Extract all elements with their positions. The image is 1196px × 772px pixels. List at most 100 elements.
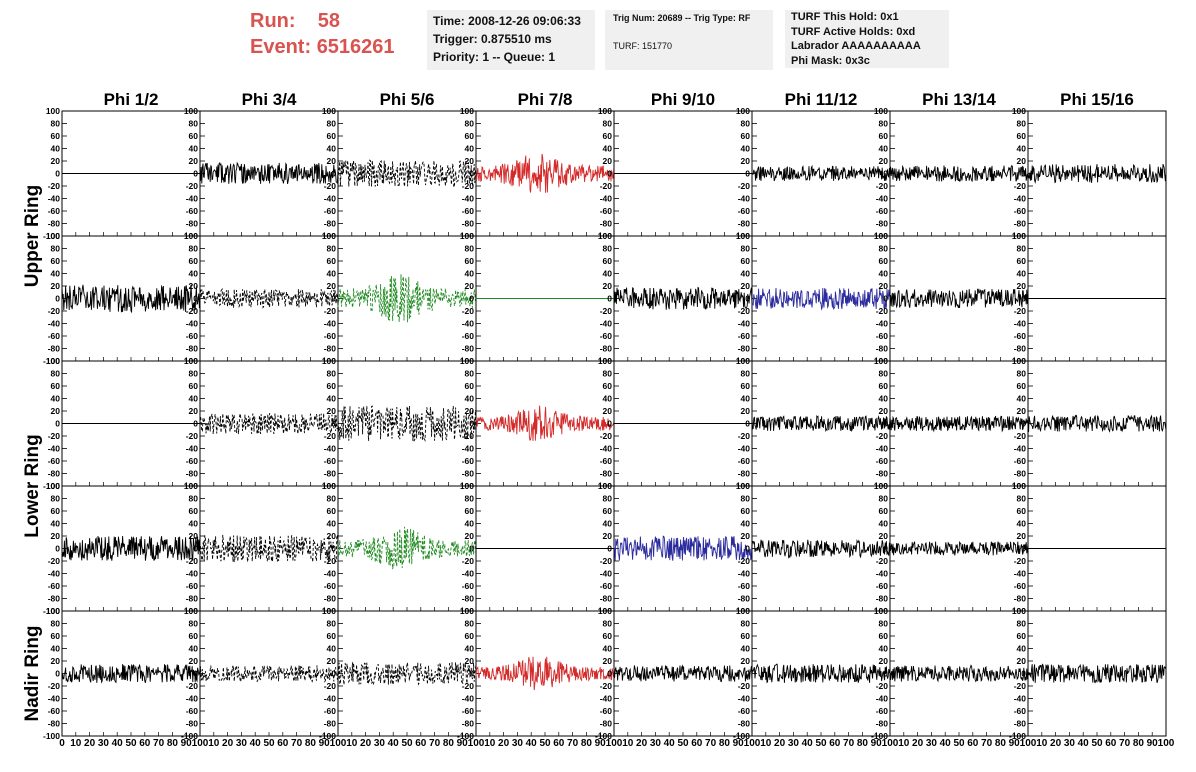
- x-tick-label-c5: 10: [622, 738, 634, 749]
- x-tick-label-c8: 40: [1078, 738, 1090, 749]
- y-tick-label-r4-c4: -80: [462, 594, 475, 604]
- y-tick-label-r1-c4: -40: [462, 194, 475, 204]
- y-tick-label-r4-c8: 40: [1017, 519, 1027, 529]
- y-tick-label-r2-c8: -20: [1014, 306, 1027, 316]
- run-label: Run:: [250, 10, 296, 32]
- y-tick-label-r3-c1: -100: [43, 481, 60, 491]
- y-tick-label-r1-c6: 80: [741, 119, 751, 129]
- y-tick-label-r1-c6: -40: [738, 194, 751, 204]
- waveform-r2-c7: [889, 288, 1029, 309]
- x-tick-label-c6: 10: [760, 738, 772, 749]
- x-tick-label-c3: 20: [360, 738, 372, 749]
- y-tick-label-r1-c7: -80: [876, 219, 889, 229]
- y-tick-label-r2-c2: -80: [186, 344, 199, 354]
- waveform-r4-c3: [337, 526, 477, 570]
- y-tick-label-r3-c2: -20: [186, 431, 199, 441]
- x-tick-label-c2: 70: [291, 738, 303, 749]
- y-tick-label-r1-c2: 20: [189, 156, 199, 166]
- x-tick-label-c8: 100: [1158, 738, 1175, 749]
- y-tick-label-r1-c5: -40: [600, 194, 613, 204]
- y-tick-label-r5-c8: -60: [1014, 706, 1027, 716]
- y-tick-label-r5-c7: 80: [879, 619, 889, 629]
- event-value: 6516261: [316, 36, 395, 58]
- y-tick-label-r4-c2: 0: [193, 544, 198, 554]
- y-tick-label-r5-c1: -80: [48, 719, 61, 729]
- y-tick-label-r1-c1: 100: [46, 106, 60, 116]
- y-tick-label-r5-c6: -100: [733, 731, 750, 741]
- y-tick-label-r5-c6: 100: [736, 606, 750, 616]
- y-tick-label-r1-c3: -40: [324, 194, 337, 204]
- y-tick-label-r1-c6: 60: [741, 131, 751, 141]
- x-tick-label-c2: 30: [236, 738, 248, 749]
- y-tick-label-r4-c1: 100: [46, 481, 60, 491]
- waveform-r1-c4: [475, 153, 615, 193]
- y-tick-label-r3-c8: 20: [1017, 406, 1027, 416]
- y-tick-label-r1-c2: 100: [184, 106, 198, 116]
- y-tick-label-r3-c2: -40: [186, 444, 199, 454]
- y-tick-label-r3-c4: 20: [465, 406, 475, 416]
- x-tick-label-c3: 10: [346, 738, 358, 749]
- x-tick-label-c4: 30: [512, 738, 524, 749]
- y-tick-label-r2-c3: -40: [324, 319, 337, 329]
- y-tick-label-r4-c1: -80: [48, 594, 61, 604]
- y-tick-label-r1-c1: 60: [51, 131, 61, 141]
- y-tick-label-r2-c1: 100: [46, 231, 60, 241]
- y-tick-label-r5-c5: 80: [603, 619, 613, 629]
- y-tick-label-r1-c5: 0: [607, 169, 612, 179]
- x-tick-label-c8: 70: [1119, 738, 1131, 749]
- waveform-r4-c5: [613, 535, 753, 561]
- y-tick-label-r2-c6: 40: [741, 269, 751, 279]
- y-tick-label-r4-c7: -80: [876, 594, 889, 604]
- y-tick-label-r2-c4: 100: [460, 231, 474, 241]
- y-tick-label-r3-c6: 80: [741, 369, 751, 379]
- x-tick-label-c6: 100: [882, 738, 899, 749]
- y-tick-label-r5-c6: 20: [741, 656, 751, 666]
- x-tick-label-c8: 30: [1064, 738, 1076, 749]
- y-tick-label-r1-c3: -60: [324, 206, 337, 216]
- panel-frame-r4-c3: [337, 485, 477, 612]
- y-tick-label-r1-c8: 40: [1017, 144, 1027, 154]
- y-tick-label-r4-c5: -80: [600, 594, 613, 604]
- y-tick-label-r4-c2: -80: [186, 594, 199, 604]
- y-tick-label-r3-c1: -20: [48, 431, 61, 441]
- y-tick-label-r3-c6: 100: [736, 356, 750, 366]
- y-tick-label-r2-c5: 60: [603, 256, 613, 266]
- y-tick-label-r3-c7: 40: [879, 394, 889, 404]
- y-tick-label-r5-c4: 60: [465, 631, 475, 641]
- y-tick-label-r2-c7: -60: [876, 331, 889, 341]
- y-tick-label-r4-c1: -100: [43, 606, 60, 616]
- y-tick-label-r3-c4: 60: [465, 381, 475, 391]
- y-tick-label-r3-c6: 60: [741, 381, 751, 391]
- y-tick-label-r5-c7: 0: [883, 669, 888, 679]
- x-tick-label-c4: 100: [606, 738, 623, 749]
- y-tick-label-r5-c2: 100: [184, 606, 198, 616]
- x-tick-label-c1: 40: [112, 738, 124, 749]
- y-tick-label-r4-c3: 80: [327, 494, 337, 504]
- x-tick-label-c6: 50: [815, 738, 827, 749]
- y-tick-label-r4-c2: 40: [189, 519, 199, 529]
- x-tick-label-c6: 40: [802, 738, 814, 749]
- x-tick-label-c6: 60: [829, 738, 841, 749]
- y-tick-label-r1-c8: 20: [1017, 156, 1027, 166]
- y-tick-label-r2-c1: -40: [48, 319, 61, 329]
- y-tick-label-r3-c8: 60: [1017, 381, 1027, 391]
- y-tick-label-r3-c5: -80: [600, 469, 613, 479]
- y-tick-label-r2-c1: 80: [51, 244, 61, 254]
- y-tick-label-r1-c3: 0: [331, 169, 336, 179]
- x-tick-label-c4: 60: [553, 738, 565, 749]
- y-tick-label-r1-c7: 40: [879, 144, 889, 154]
- waveform-r5-c7: [889, 664, 1029, 683]
- y-tick-label-r5-c2: -20: [186, 681, 199, 691]
- y-tick-label-r2-c1: 0: [55, 294, 60, 304]
- y-tick-label-r2-c7: 0: [883, 294, 888, 304]
- x-tick-label-c8: 80: [1133, 738, 1145, 749]
- y-tick-label-r1-c2: 0: [193, 169, 198, 179]
- y-tick-label-r3-c3: 80: [327, 369, 337, 379]
- y-tick-label-r1-c4: 0: [469, 169, 474, 179]
- y-tick-label-r4-c5: 40: [603, 519, 613, 529]
- waveform-r2-c6: [751, 287, 891, 311]
- y-tick-label-r4-c7: -20: [876, 556, 889, 566]
- y-tick-label-r4-c1: -60: [48, 581, 61, 591]
- y-tick-label-r3-c5: 60: [603, 381, 613, 391]
- y-tick-label-r1-c6: 40: [741, 144, 751, 154]
